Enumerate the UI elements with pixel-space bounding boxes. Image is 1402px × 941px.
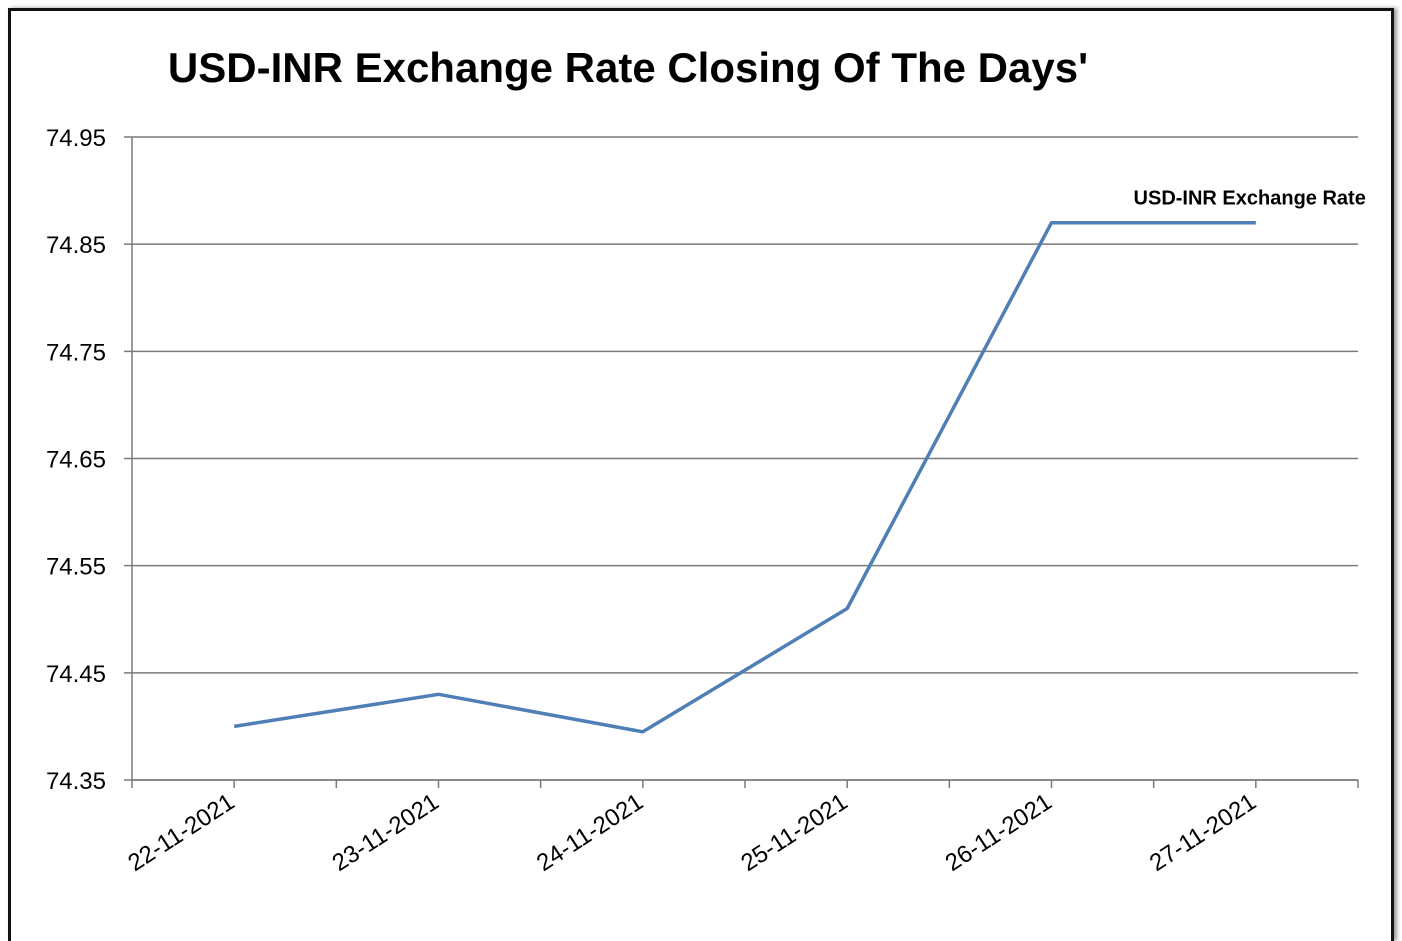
- y-tick-label: 74.95: [46, 125, 106, 152]
- y-tick-label: 74.55: [46, 554, 106, 581]
- grid-lines: [124, 136, 1358, 781]
- x-tick-label: 24-11-2021: [532, 788, 648, 877]
- y-tick-label: 74.65: [46, 447, 106, 474]
- y-tick-label: 74.35: [46, 768, 106, 795]
- chart-title: USD-INR Exchange Rate Closing Of The Day…: [168, 44, 1088, 91]
- x-tick-label: 22-11-2021: [123, 788, 239, 877]
- x-tick-label: 25-11-2021: [736, 788, 852, 877]
- series-labels: USD-INR Exchange Rate: [1134, 188, 1366, 210]
- x-tick-label: 23-11-2021: [328, 788, 444, 877]
- x-axis-tick-labels: 22-11-2021 23-11-2021 24-11-2021 25-11-2021…: [123, 788, 1261, 877]
- x-tick-label: 27-11-2021: [1145, 788, 1261, 877]
- series-layer: [233, 220, 1256, 734]
- axes: [131, 137, 1359, 788]
- x-tick-label: 26-11-2021: [941, 788, 1057, 877]
- y-axis-tick-labels: 74.95 74.85 74.75 74.65 74.55 74.45 74.35: [46, 125, 106, 795]
- y-tick-label: 74.85: [46, 232, 106, 259]
- series-line: [233, 220, 1256, 734]
- line-chart: USD-INR Exchange Rate Closing Of The Day…: [46, 44, 1366, 877]
- y-tick-label: 74.75: [46, 339, 106, 366]
- chart-frame: [8, 8, 1394, 941]
- y-tick-label: 74.45: [46, 661, 106, 688]
- series-name-label: USD-INR Exchange Rate: [1134, 188, 1366, 210]
